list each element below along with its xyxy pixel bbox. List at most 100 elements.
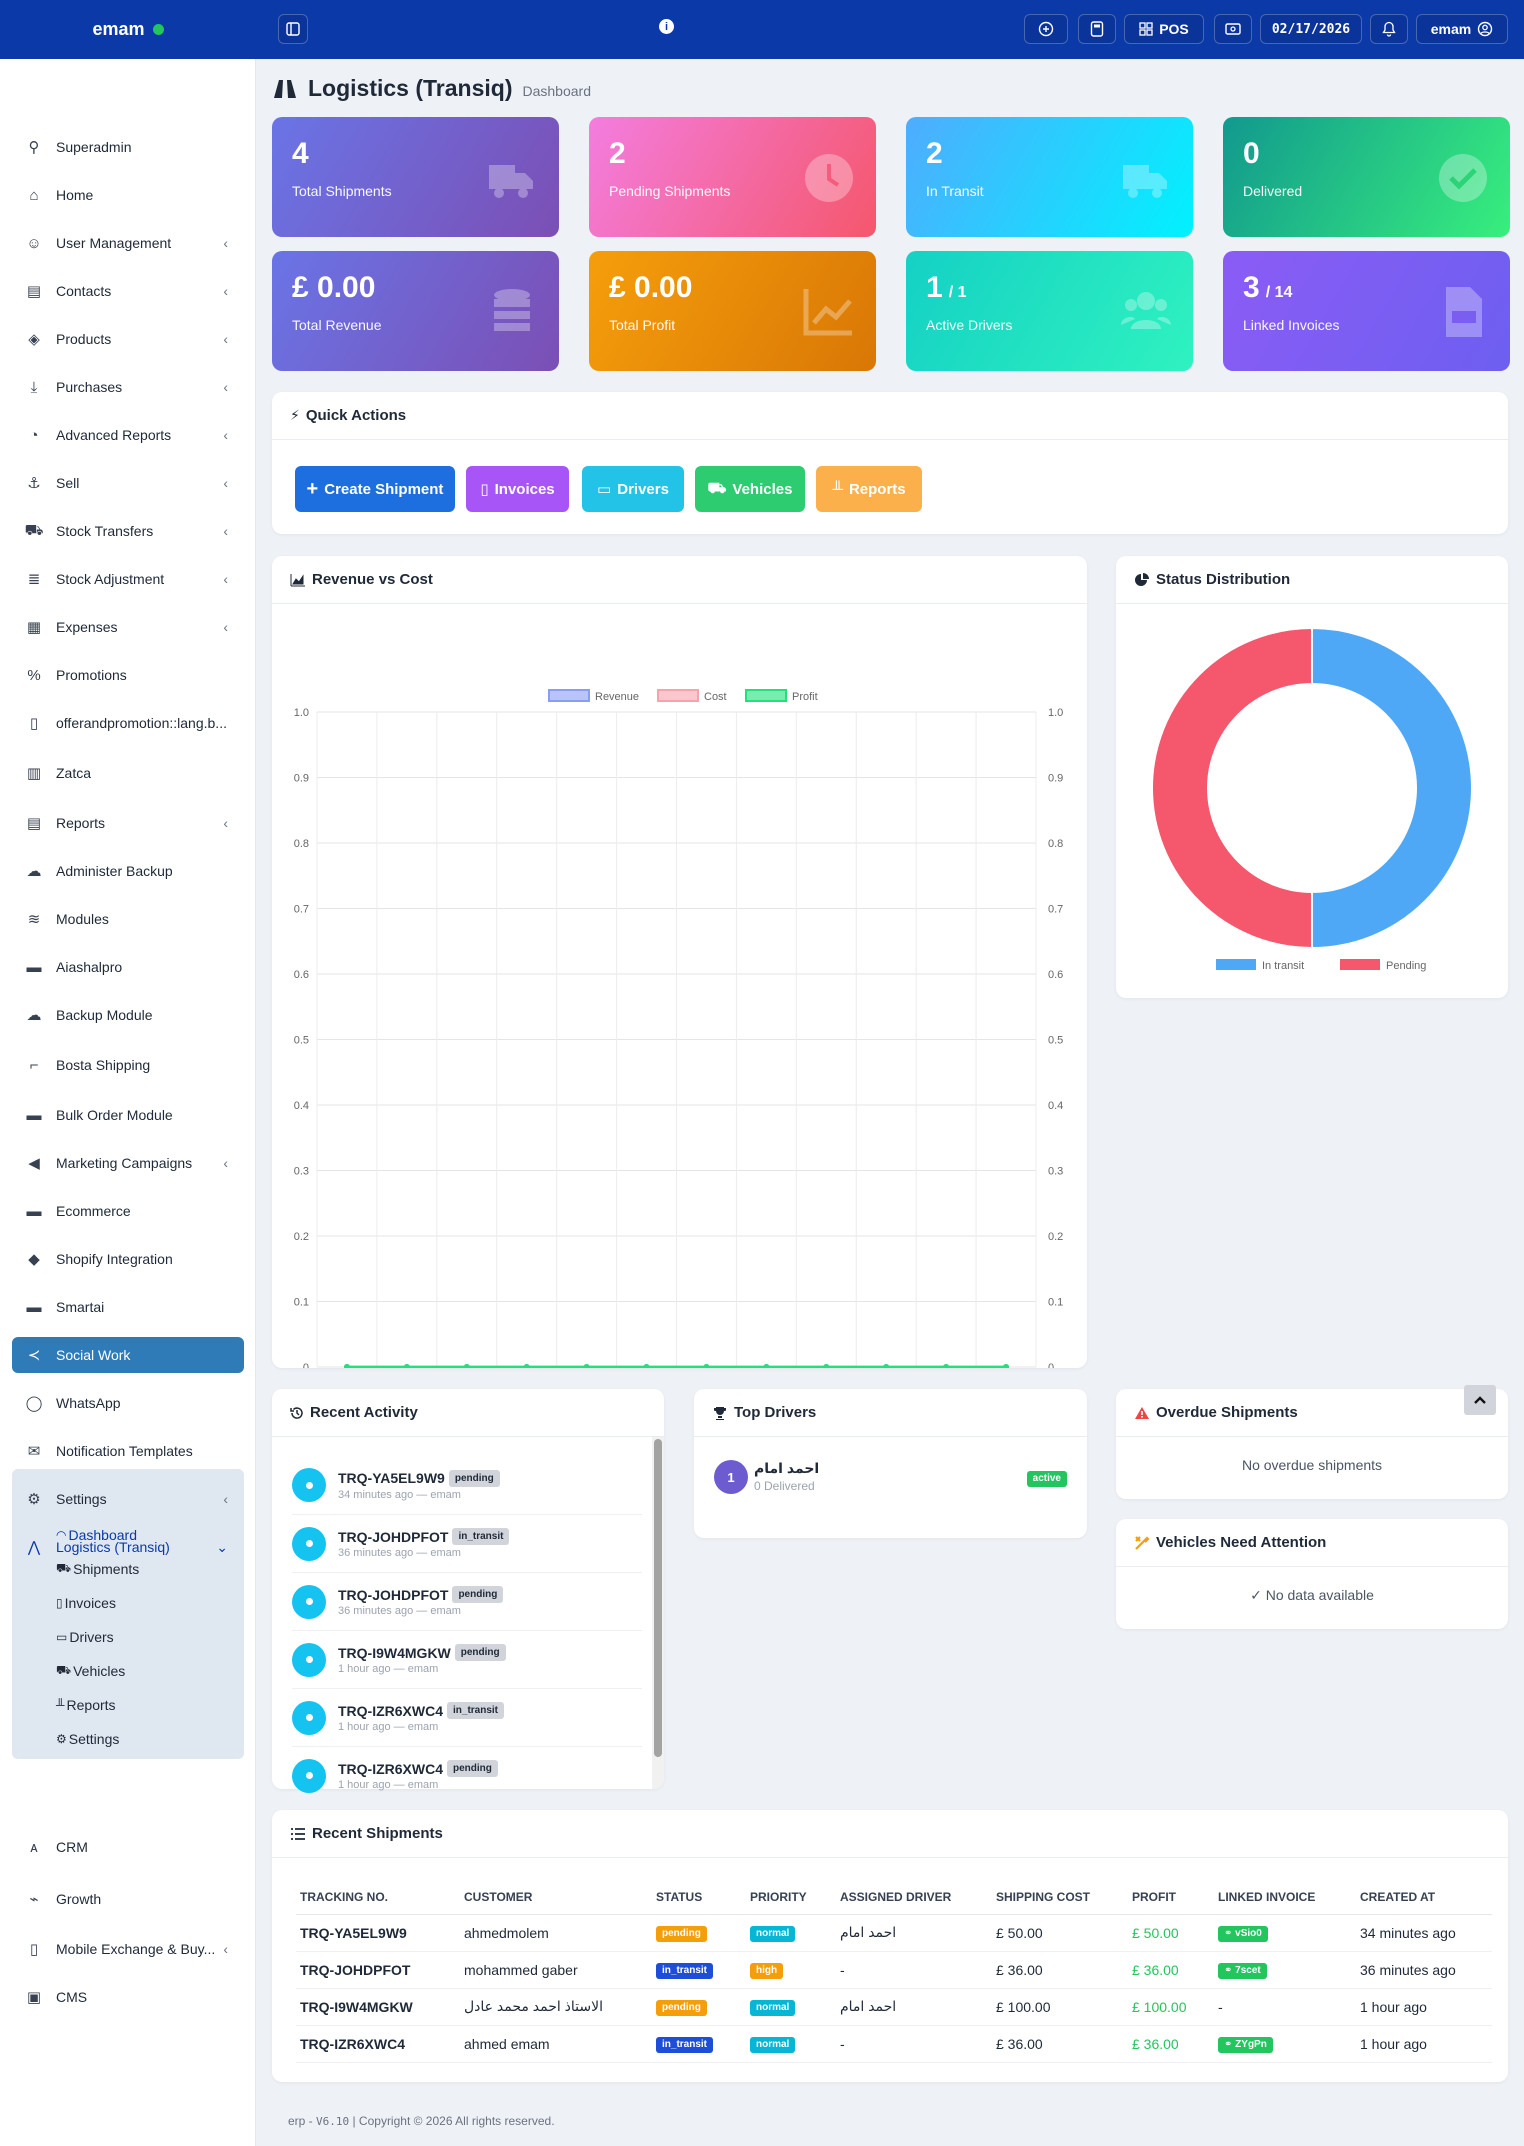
submenu-item[interactable]: ▭ Drivers bbox=[56, 1625, 114, 1649]
sidebar-item[interactable]: ▬ Aiashalpro bbox=[12, 949, 244, 985]
activity-scrollbar-thumb[interactable] bbox=[654, 1439, 662, 1757]
sidebar-item-label: Smartai bbox=[56, 1299, 105, 1315]
sidebar-item[interactable]: ◆ Shopify Integration bbox=[12, 1241, 244, 1277]
scroll-to-top-button[interactable] bbox=[1464, 1385, 1496, 1415]
activity-dot bbox=[292, 1526, 326, 1561]
sidebar-item[interactable]: ☁ Administer Backup bbox=[12, 853, 244, 889]
activity-scrollbar[interactable] bbox=[652, 1437, 664, 1789]
tracking-number[interactable]: TRQ-IZR6XWC4 bbox=[300, 2035, 405, 2052]
brand[interactable]: emam bbox=[0, 0, 256, 59]
sidebar-item[interactable]: ◈ Products ‹ bbox=[12, 321, 244, 357]
tracking-number[interactable]: TRQ-I9W4MGKW bbox=[300, 1998, 413, 2015]
pos-button[interactable]: POS bbox=[1124, 14, 1204, 44]
sidebar-item[interactable]: ≺ Social Work ‹ bbox=[12, 1337, 244, 1373]
road-icon bbox=[274, 79, 296, 98]
top-drivers-title: Top Drivers bbox=[734, 1404, 817, 1421]
submenu-item[interactable]: ⛟ Vehicles bbox=[56, 1659, 125, 1683]
cash-register-button[interactable] bbox=[1214, 14, 1252, 44]
legend-swatch bbox=[1340, 959, 1380, 970]
sidebar-item[interactable]: ᴀ CRM bbox=[12, 1829, 244, 1865]
info-icon[interactable]: i bbox=[659, 19, 674, 34]
sidebar-item[interactable]: ≣ Stock Adjustment ‹ bbox=[12, 561, 244, 597]
sidebar-item[interactable]: ☺ User Management ‹ bbox=[12, 225, 244, 261]
sidebar-item[interactable]: ▤ Reports ‹ bbox=[12, 805, 244, 841]
user-menu-button[interactable]: emam bbox=[1416, 14, 1508, 44]
sidebar-item[interactable]: ⚓ Sell ‹ bbox=[12, 465, 244, 501]
status-chart-title: Status Distribution bbox=[1156, 571, 1291, 588]
sidebar-item[interactable]: ⛟ Stock Transfers ‹ bbox=[12, 513, 244, 549]
road-icon: ⋀ bbox=[27, 1539, 41, 1556]
sidebar-item-label: Reports bbox=[56, 815, 106, 831]
quick-action-button[interactable]: ╨ Reports bbox=[816, 466, 922, 512]
quick-action-button[interactable]: ▯ Invoices bbox=[466, 466, 569, 512]
building-icon: ▬ bbox=[26, 1202, 42, 1220]
chevron-left-icon: ‹ bbox=[223, 427, 228, 443]
activity-meta: 34 minutes ago — emam bbox=[338, 1488, 461, 1501]
quick-action-button[interactable]: + Create Shipment bbox=[295, 466, 455, 512]
sidebar-item[interactable]: ▬ Ecommerce bbox=[12, 1193, 244, 1229]
sidebar-item[interactable]: ≋ Modules bbox=[12, 901, 244, 937]
linked-invoice-badge[interactable]: ⚭ ZYgPn bbox=[1218, 2037, 1273, 2053]
table-row[interactable]: TRQ-JOHDPFOT mohammed gaber in_transit high… bbox=[296, 1951, 1492, 1989]
activity-item[interactable]: TRQ-YA5EL9W9 pending 34 minutes ago — emam bbox=[292, 1456, 642, 1514]
submenu-item-label: Settings bbox=[68, 1731, 120, 1747]
sidebar-item[interactable]: ⌂ Home bbox=[12, 177, 244, 213]
table-row[interactable]: TRQ-IZR6XWC4 ahmed emam in_transit normal - £… bbox=[296, 2025, 1492, 2063]
sidebar-item[interactable]: ▤ Contacts ‹ bbox=[12, 273, 244, 309]
submenu-item[interactable]: ▯ Invoices bbox=[56, 1591, 116, 1615]
sidebar-item[interactable]: ☁ Backup Module bbox=[12, 997, 244, 1033]
notifications-button[interactable] bbox=[1370, 14, 1408, 44]
sidebar-item[interactable]: ▯ offerandpromotion::lang.b... bbox=[12, 705, 244, 741]
data-point bbox=[883, 1364, 890, 1368]
sidebar-item[interactable]: ⋀ Logistics (Transiq) ⌄ bbox=[12, 1529, 244, 1565]
quick-action-button[interactable]: ⛟ Vehicles bbox=[695, 466, 805, 512]
bell-icon bbox=[1382, 21, 1396, 37]
sidebar-item[interactable]: ▦ Expenses ‹ bbox=[12, 609, 244, 645]
check-circle-icon bbox=[1439, 154, 1487, 202]
sidebar-item[interactable]: ⌁ Growth bbox=[12, 1881, 244, 1917]
linked-invoice-badge[interactable]: ⚭ vSio0 bbox=[1218, 1926, 1268, 1942]
users-icon: ☺ bbox=[26, 234, 42, 252]
sidebar-item[interactable]: ▬ Bulk Order Module bbox=[12, 1097, 244, 1133]
sidebar-item[interactable]: ⚙ Settings ‹ bbox=[12, 1481, 244, 1517]
sidebar-item[interactable]: ◀ Marketing Campaigns ‹ bbox=[12, 1145, 244, 1181]
sidebar-item[interactable]: ⤓ Purchases ‹ bbox=[12, 369, 244, 405]
quick-action-button[interactable]: ▭ Drivers bbox=[582, 466, 684, 512]
sidebar-item[interactable]: % Promotions bbox=[12, 657, 244, 693]
activity-item[interactable]: TRQ-JOHDPFOT pending 36 minutes ago — emam bbox=[292, 1572, 642, 1630]
tracking-number[interactable]: TRQ-JOHDPFOT bbox=[300, 1961, 411, 1978]
activity-item[interactable]: TRQ-JOHDPFOT in_transit 36 minutes ago — e… bbox=[292, 1514, 642, 1572]
y2-tick-label: 0.3 bbox=[1048, 1166, 1063, 1178]
tracking-number[interactable]: TRQ-YA5EL9W9 bbox=[300, 1924, 407, 1941]
sidebar-item[interactable]: ◔ Advanced Reports ‹ bbox=[12, 417, 244, 453]
date-display[interactable]: 02/17/2026 bbox=[1260, 14, 1362, 44]
sidebar-item[interactable]: ⌐ Bosta Shipping bbox=[12, 1047, 244, 1083]
stat-number: 2 bbox=[926, 137, 943, 170]
building-icon: ▬ bbox=[26, 1298, 42, 1316]
sidebar-item[interactable]: ▥ Zatca bbox=[12, 755, 244, 791]
sidebar-item[interactable]: ⚲ Superadmin bbox=[12, 129, 244, 165]
stat-value: 1 / 1 bbox=[926, 273, 1173, 303]
activity-item[interactable]: TRQ-I9W4MGKW pending 1 hour ago — emam bbox=[292, 1630, 642, 1688]
submenu-item[interactable]: ◠ Dashboard bbox=[56, 1523, 137, 1547]
table-row[interactable]: TRQ-YA5EL9W9 ahmedmolem pending normal احمد … bbox=[296, 1914, 1492, 1952]
sidebar-item[interactable]: ▯ Mobile Exchange & Buy... ‹ bbox=[12, 1931, 244, 1967]
activity-code: TRQ-JOHDPFOT bbox=[338, 1528, 449, 1545]
linked-invoice-badge[interactable]: ⚭ 7scet bbox=[1218, 1963, 1267, 1979]
add-button[interactable] bbox=[1024, 14, 1068, 44]
data-point bbox=[343, 1364, 350, 1368]
sidebar-item[interactable]: ✉ Notification Templates bbox=[12, 1433, 244, 1469]
calculator-button[interactable] bbox=[1078, 14, 1116, 44]
sidebar-toggle-button[interactable] bbox=[278, 14, 308, 44]
sidebar-item[interactable]: ◯ WhatsApp bbox=[12, 1385, 244, 1421]
sidebar-item[interactable]: ▣ CMS bbox=[12, 1979, 244, 2015]
table-row[interactable]: TRQ-I9W4MGKW الاستاذ احمد محمد عادل pendin… bbox=[296, 1988, 1492, 2026]
y-tick-label: 0.3 bbox=[294, 1166, 309, 1178]
driver-info[interactable]: احمد امام 0 Delivered bbox=[754, 1460, 819, 1493]
activity-item[interactable]: TRQ-IZR6XWC4 in_transit 1 hour ago — emam bbox=[292, 1688, 642, 1746]
sidebar-item[interactable]: ▬ Smartai bbox=[12, 1289, 244, 1325]
activity-item[interactable]: TRQ-IZR6XWC4 pending 1 hour ago — emam bbox=[292, 1746, 642, 1804]
submenu-item[interactable]: ⚙ Settings bbox=[56, 1727, 119, 1751]
submenu-item[interactable]: ⛟ Shipments bbox=[56, 1557, 139, 1581]
submenu-item[interactable]: ╨ Reports bbox=[56, 1693, 116, 1717]
